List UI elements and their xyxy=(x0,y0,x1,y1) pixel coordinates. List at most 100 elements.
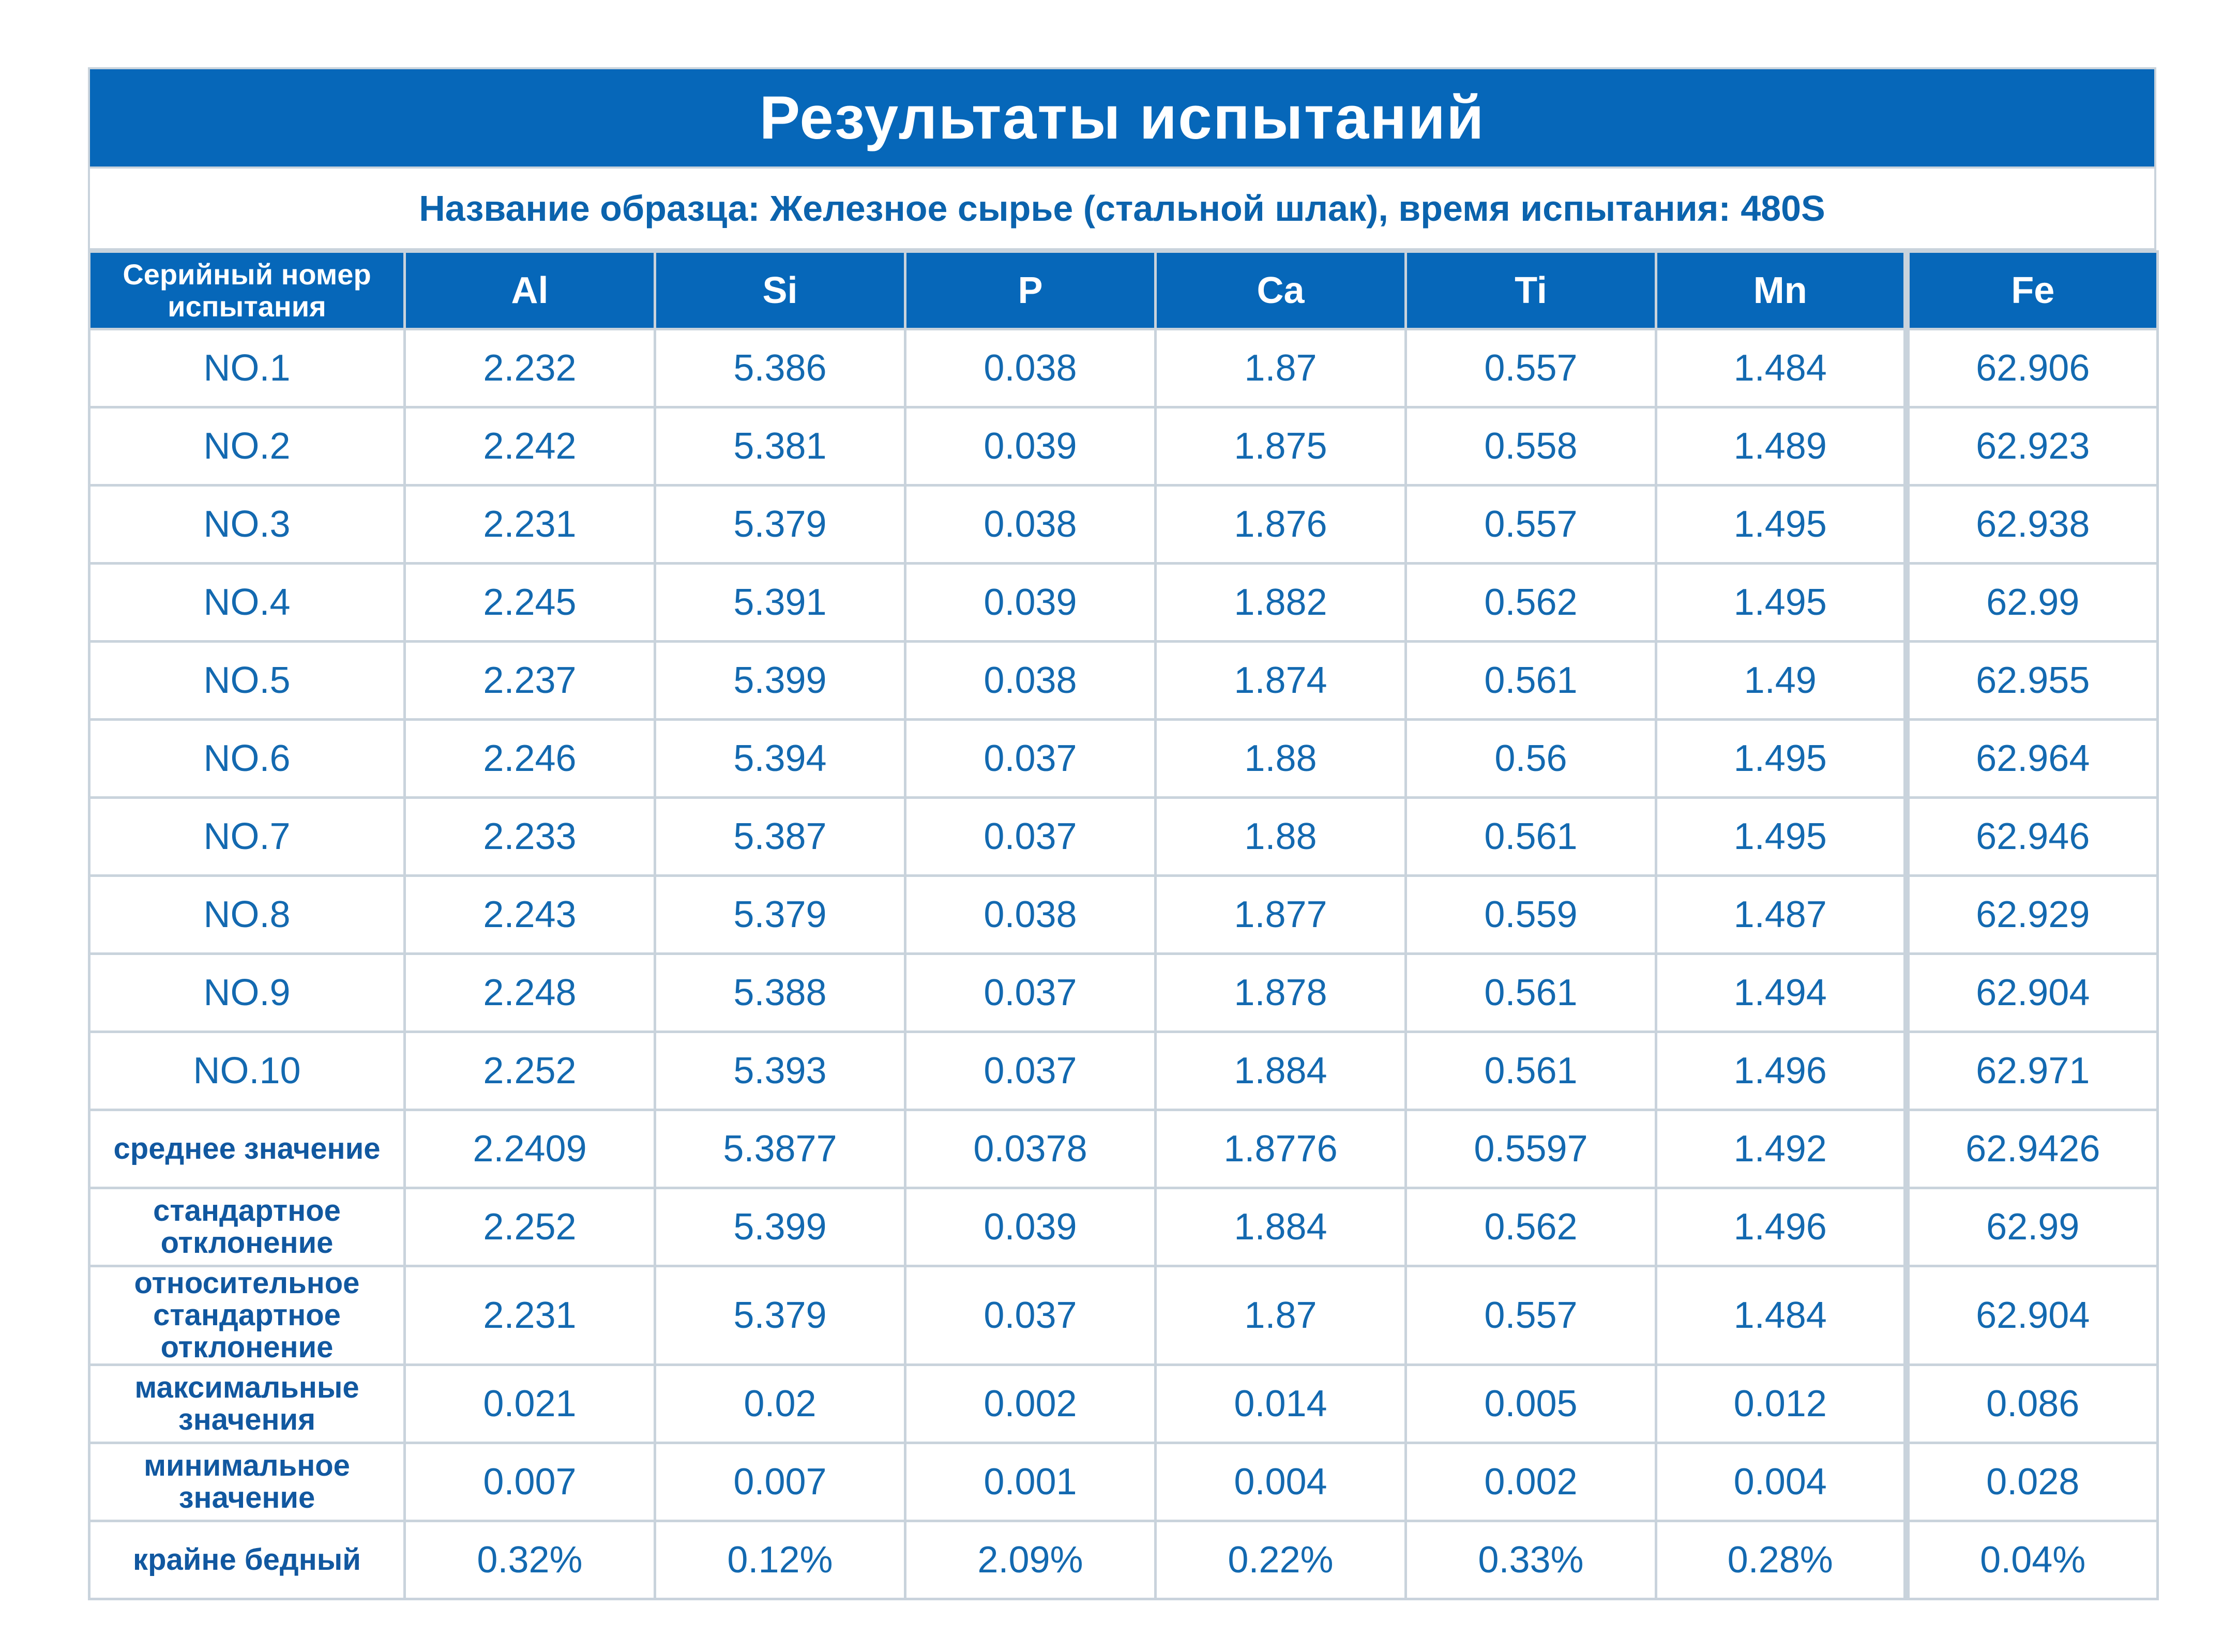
value-cell: 0.561 xyxy=(1404,1030,1657,1111)
value-cell: 0.038 xyxy=(904,328,1157,408)
row-label: NO.2 xyxy=(88,406,406,487)
row-label: NO.9 xyxy=(88,952,406,1033)
table-row: NO.8 2.243 5.379 0.038 1.877 0.559 1.487 62.929 xyxy=(88,874,2159,955)
table-row: NO.6 2.246 5.394 0.037 1.88 0.56 1.495 62.964 xyxy=(88,718,2159,799)
value-cell: 5.399 xyxy=(654,640,906,721)
value-cell: 0.037 xyxy=(904,952,1157,1033)
value-cell: 1.88 xyxy=(1154,796,1407,877)
stat-row: максимальные значения 0.021 0.02 0.002 0.014… xyxy=(88,1363,2159,1444)
value-cell: 1.884 xyxy=(1154,1030,1407,1111)
value-cell: 1.496 xyxy=(1655,1030,1908,1111)
value-cell: 1.875 xyxy=(1154,406,1407,487)
table-body: NO.1 2.232 5.386 0.038 1.87 0.557 1.484 62.906 N… xyxy=(88,328,2159,1600)
value-cell: 1.87 xyxy=(1154,1265,1407,1366)
table-row: NO.10 2.252 5.393 0.037 1.884 0.561 1.496 62.97… xyxy=(88,1030,2159,1111)
value-cell: 0.561 xyxy=(1404,640,1657,721)
stat-row: среднее значение 2.2409 5.3877 0.0378 1.8776… xyxy=(88,1109,2159,1189)
value-cell: 0.038 xyxy=(904,484,1157,565)
value-cell: 2.237 xyxy=(403,640,656,721)
table-row: NO.9 2.248 5.388 0.037 1.878 0.561 1.494 62.904 xyxy=(88,952,2159,1033)
value-cell: 2.231 xyxy=(403,484,656,565)
table-row: NO.1 2.232 5.386 0.038 1.87 0.557 1.484 62.906 xyxy=(88,328,2159,408)
value-cell: 5.394 xyxy=(654,718,906,799)
table-row: NO.4 2.245 5.391 0.039 1.882 0.562 1.495 62.99 xyxy=(88,562,2159,643)
column-header-ca: Ca xyxy=(1154,250,1407,330)
column-header-si: Si xyxy=(654,250,906,330)
stat-label: среднее значение xyxy=(88,1109,406,1189)
value-cell: 0.037 xyxy=(904,796,1157,877)
stat-row: относительное стандартное отклонение 2.23… xyxy=(88,1265,2159,1366)
value-cell: 1.495 xyxy=(1655,718,1908,799)
value-cell: 1.496 xyxy=(1655,1187,1908,1267)
value-cell: 0.559 xyxy=(1404,874,1657,955)
value-cell: 62.938 xyxy=(1903,484,2159,565)
value-cell: 0.562 xyxy=(1404,1187,1657,1267)
value-cell: 0.001 xyxy=(904,1442,1157,1522)
stat-row: крайне бедный 0.32% 0.12% 2.09% 0.22% 0.33% 0.… xyxy=(88,1520,2159,1600)
row-label: NO.5 xyxy=(88,640,406,721)
value-cell: 5.387 xyxy=(654,796,906,877)
value-cell: 1.878 xyxy=(1154,952,1407,1033)
value-cell: 62.99 xyxy=(1903,1187,2159,1267)
value-cell: 2.232 xyxy=(403,328,656,408)
value-cell: 5.386 xyxy=(654,328,906,408)
value-cell: 0.5597 xyxy=(1404,1109,1657,1189)
column-header-fe: Fe xyxy=(1903,250,2159,330)
row-label: NO.3 xyxy=(88,484,406,565)
value-cell: 0.02 xyxy=(654,1363,906,1444)
table-row: NO.3 2.231 5.379 0.038 1.876 0.557 1.495 62.938 xyxy=(88,484,2159,565)
row-label: NO.1 xyxy=(88,328,406,408)
value-cell: 0.037 xyxy=(904,1265,1157,1366)
value-cell: 62.923 xyxy=(1903,406,2159,487)
value-cell: 62.971 xyxy=(1903,1030,2159,1111)
value-cell: 0.28% xyxy=(1655,1520,1908,1600)
value-cell: 5.379 xyxy=(654,1265,906,1366)
value-cell: 0.558 xyxy=(1404,406,1657,487)
value-cell: 1.8776 xyxy=(1154,1109,1407,1189)
stat-label: относительное стандартное отклонение xyxy=(88,1265,406,1366)
value-cell: 0.561 xyxy=(1404,952,1657,1033)
value-cell: 0.557 xyxy=(1404,484,1657,565)
value-cell: 0.561 xyxy=(1404,796,1657,877)
value-cell: 0.32% xyxy=(403,1520,656,1600)
value-cell: 0.037 xyxy=(904,718,1157,799)
value-cell: 0.039 xyxy=(904,1187,1157,1267)
row-label: NO.10 xyxy=(88,1030,406,1111)
table-row: NO.7 2.233 5.387 0.037 1.88 0.561 1.495 62.946 xyxy=(88,796,2159,877)
table-row: NO.2 2.242 5.381 0.039 1.875 0.558 1.489 62.923 xyxy=(88,406,2159,487)
results-sheet: Результаты испытаний Название образца: Ж… xyxy=(88,67,2159,1600)
stat-label: минимальное значение xyxy=(88,1442,406,1522)
column-header-p: P xyxy=(904,250,1157,330)
value-cell: 0.014 xyxy=(1154,1363,1407,1444)
column-header-al: Al xyxy=(403,250,656,330)
column-header-mn: Mn xyxy=(1655,250,1908,330)
value-cell: 0.038 xyxy=(904,874,1157,955)
value-cell: 62.904 xyxy=(1903,952,2159,1033)
value-cell: 5.391 xyxy=(654,562,906,643)
value-cell: 62.964 xyxy=(1903,718,2159,799)
value-cell: 0.012 xyxy=(1655,1363,1908,1444)
value-cell: 1.874 xyxy=(1154,640,1407,721)
value-cell: 1.494 xyxy=(1655,952,1908,1033)
value-cell: 2.09% xyxy=(904,1520,1157,1600)
value-cell: 1.487 xyxy=(1655,874,1908,955)
value-cell: 0.005 xyxy=(1404,1363,1657,1444)
value-cell: 0.56 xyxy=(1404,718,1657,799)
results-table: Серийный номер испытания Al Si P Ca Ti M… xyxy=(88,250,2159,1600)
value-cell: 5.381 xyxy=(654,406,906,487)
value-cell: 0.557 xyxy=(1404,328,1657,408)
value-cell: 0.007 xyxy=(403,1442,656,1522)
value-cell: 62.929 xyxy=(1903,874,2159,955)
value-cell: 2.233 xyxy=(403,796,656,877)
row-label: NO.8 xyxy=(88,874,406,955)
row-label: NO.7 xyxy=(88,796,406,877)
value-cell: 1.489 xyxy=(1655,406,1908,487)
stat-label: стандартное отклонение xyxy=(88,1187,406,1267)
stat-label: максимальные значения xyxy=(88,1363,406,1444)
value-cell: 5.388 xyxy=(654,952,906,1033)
value-cell: 5.393 xyxy=(654,1030,906,1111)
stat-row: стандартное отклонение 2.252 5.399 0.039 1.8… xyxy=(88,1187,2159,1267)
value-cell: 62.9426 xyxy=(1903,1109,2159,1189)
value-cell: 2.246 xyxy=(403,718,656,799)
sample-subtitle: Название образца: Железное сырье (стальн… xyxy=(88,169,2156,250)
